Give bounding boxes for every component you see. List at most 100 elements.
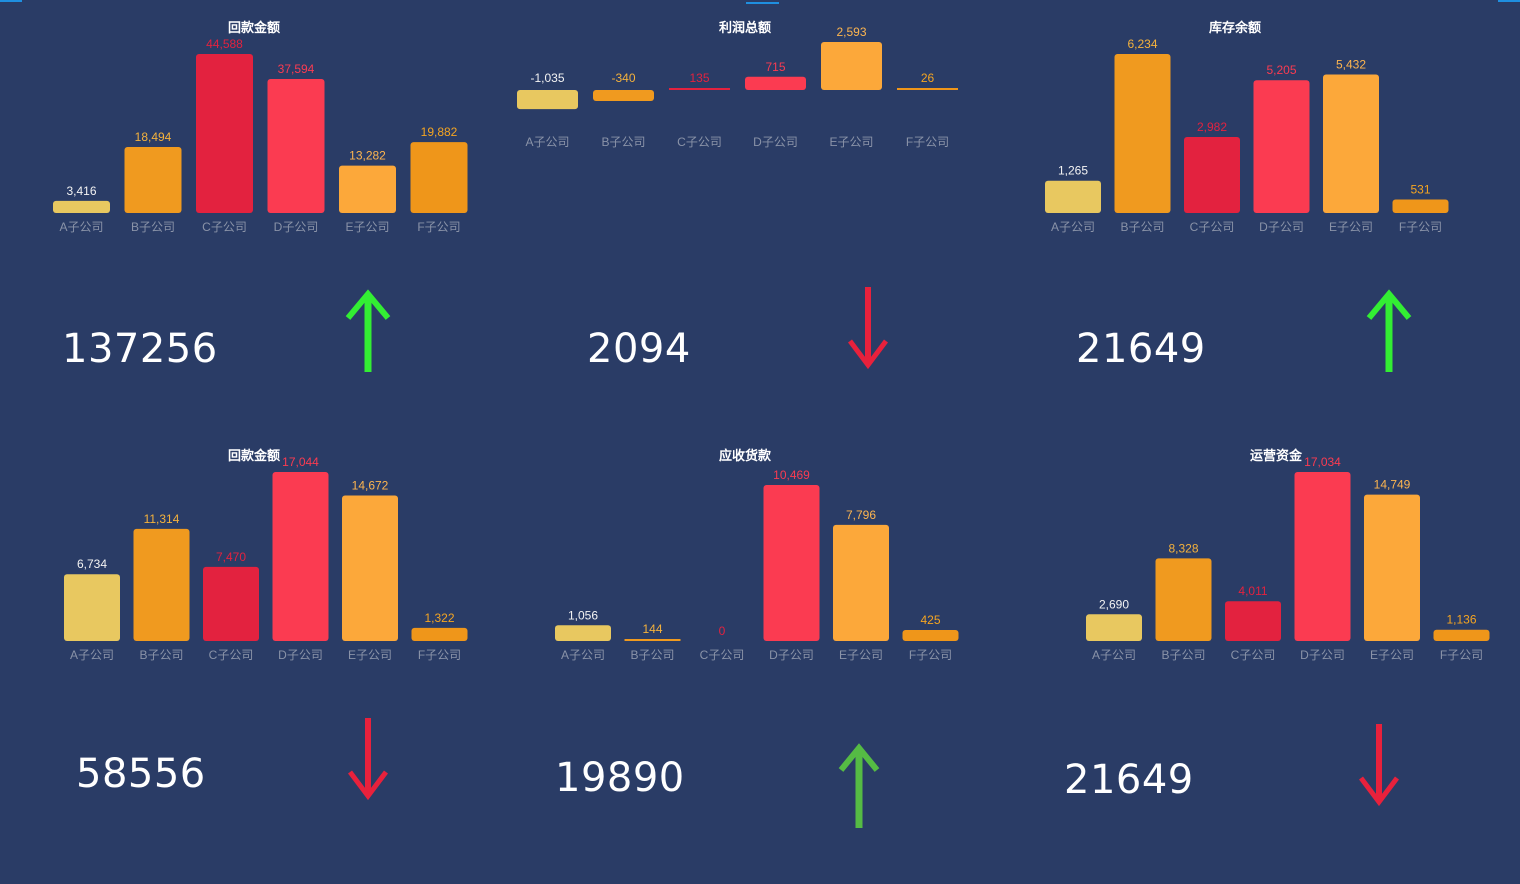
data-label: 2,982 — [1197, 120, 1227, 134]
category-label: A子公司 — [70, 648, 114, 662]
category-label: E子公司 — [1329, 220, 1373, 234]
data-label: 1,265 — [1058, 164, 1088, 178]
bar — [745, 76, 806, 90]
top-right-accent — [1498, 0, 1520, 2]
chart-title: 应收货款 — [719, 448, 772, 464]
down-arrow-icon — [848, 287, 888, 370]
top-left-accent — [0, 0, 22, 2]
data-label: 6,734 — [77, 557, 107, 571]
bar — [272, 472, 329, 641]
data-label: 715 — [765, 60, 785, 74]
data-label: 2,593 — [836, 25, 866, 39]
category-label: D子公司 — [278, 648, 323, 662]
kpi-value-4: 19890 — [555, 755, 685, 801]
data-label: 11,314 — [144, 512, 180, 526]
bar — [1294, 472, 1351, 641]
category-label: B子公司 — [1161, 648, 1205, 662]
bar — [1253, 80, 1310, 213]
category-label: E子公司 — [348, 648, 392, 662]
data-label: 26 — [921, 71, 935, 85]
category-label: A子公司 — [59, 220, 103, 234]
bar — [342, 495, 398, 641]
data-label: 135 — [689, 71, 709, 85]
category-label: C子公司 — [202, 220, 247, 234]
data-label: 425 — [920, 613, 940, 627]
bar — [124, 147, 182, 213]
bar — [53, 200, 110, 213]
data-label: 5,205 — [1266, 63, 1296, 77]
bar — [196, 54, 253, 213]
category-label: D子公司 — [1300, 648, 1345, 662]
kpi-value-3: 58556 — [76, 751, 206, 797]
bar-chart-0: 回款金额 3,416 A子公司 18,494 B子公司 44,588 C子公司 37,594 D… — [53, 20, 468, 234]
category-label: C子公司 — [700, 648, 745, 662]
bar — [410, 142, 468, 213]
bar — [1114, 54, 1171, 213]
chart-panel-0: 回款金额 3,416 A子公司 18,494 B子公司 44,588 C子公司 37,594 D… — [0, 0, 510, 430]
bar — [897, 88, 958, 90]
category-label: F子公司 — [418, 648, 461, 662]
kpi-value-5: 21649 — [1064, 757, 1194, 803]
data-label: 10,469 — [773, 468, 810, 482]
chart-title: 库存余额 — [1209, 20, 1261, 36]
bar — [203, 566, 259, 641]
up-arrow-icon — [345, 289, 391, 372]
category-label: B子公司 — [1120, 220, 1164, 234]
chart-panel-3: 回款金额 6,734 A子公司 11,314 B子公司 7,470 C子公司 17,044 D子… — [0, 430, 510, 884]
chart-title: 回款金额 — [228, 20, 280, 36]
data-label: 1,322 — [424, 611, 454, 625]
category-label: E子公司 — [839, 648, 883, 662]
bar — [593, 90, 654, 101]
category-label: A子公司 — [561, 648, 605, 662]
chart-panel-2: 库存余额 1,265 A子公司 6,234 B子公司 2,982 C子公司 5,205 D子公司… — [1000, 0, 1520, 430]
bar — [555, 625, 611, 641]
data-label: 13,282 — [349, 149, 386, 163]
bar — [339, 165, 396, 213]
bar — [1184, 136, 1240, 213]
category-label: F子公司 — [1440, 648, 1483, 662]
category-label: F子公司 — [906, 135, 949, 149]
bar-chart-2: 库存余额 1,265 A子公司 6,234 B子公司 2,982 C子公司 5,205 D子公司… — [1045, 20, 1449, 234]
category-label: E子公司 — [345, 220, 389, 234]
category-label: C子公司 — [677, 135, 722, 149]
category-label: A子公司 — [525, 135, 569, 149]
bar-chart-1: 利润总额 -1,035 A子公司 -340 B子公司 135 C子公司 715 D子公司 2,59… — [517, 20, 958, 149]
category-label: C子公司 — [1190, 220, 1235, 234]
data-label: 19,882 — [421, 125, 458, 139]
bar-chart-3: 回款金额 6,734 A子公司 11,314 B子公司 7,470 C子公司 17,044 D子… — [64, 448, 468, 662]
bar — [669, 88, 730, 90]
data-label: 8,328 — [1168, 541, 1198, 555]
data-label: 6,234 — [1127, 37, 1157, 51]
bar — [1323, 74, 1379, 213]
chart-panel-4: 应收货款 1,056 A子公司 144 B子公司 0 C子公司 10,469 D子公司 7,796… — [500, 430, 1000, 884]
data-label: 5,432 — [1336, 57, 1366, 71]
data-label: 14,749 — [1374, 478, 1411, 492]
category-label: F子公司 — [1399, 220, 1442, 234]
up-arrow-icon — [1366, 289, 1412, 372]
data-label: 17,044 — [282, 455, 319, 469]
category-label: A子公司 — [1051, 220, 1095, 234]
data-label: -1,035 — [530, 71, 564, 85]
category-label: D子公司 — [1259, 220, 1304, 234]
bar — [1155, 558, 1212, 641]
category-label: F子公司 — [909, 648, 952, 662]
data-label: 7,470 — [216, 550, 246, 564]
data-label: 3,416 — [66, 184, 96, 198]
data-label: 531 — [1410, 182, 1430, 196]
category-label: B子公司 — [139, 648, 183, 662]
bar — [1086, 614, 1142, 641]
up-arrow-icon — [838, 743, 880, 828]
chart-title: 利润总额 — [719, 20, 771, 36]
data-label: 0 — [719, 624, 726, 638]
category-label: F子公司 — [417, 220, 460, 234]
bar — [624, 639, 681, 641]
chart-title: 运营资金 — [1250, 448, 1303, 464]
top-center-accent — [746, 2, 779, 4]
bar — [1364, 494, 1420, 641]
bar — [902, 630, 959, 641]
category-label: D子公司 — [753, 135, 798, 149]
bar — [1392, 199, 1449, 213]
data-label: 7,796 — [846, 508, 876, 522]
category-label: C子公司 — [209, 648, 254, 662]
data-label: 44,588 — [206, 37, 243, 51]
